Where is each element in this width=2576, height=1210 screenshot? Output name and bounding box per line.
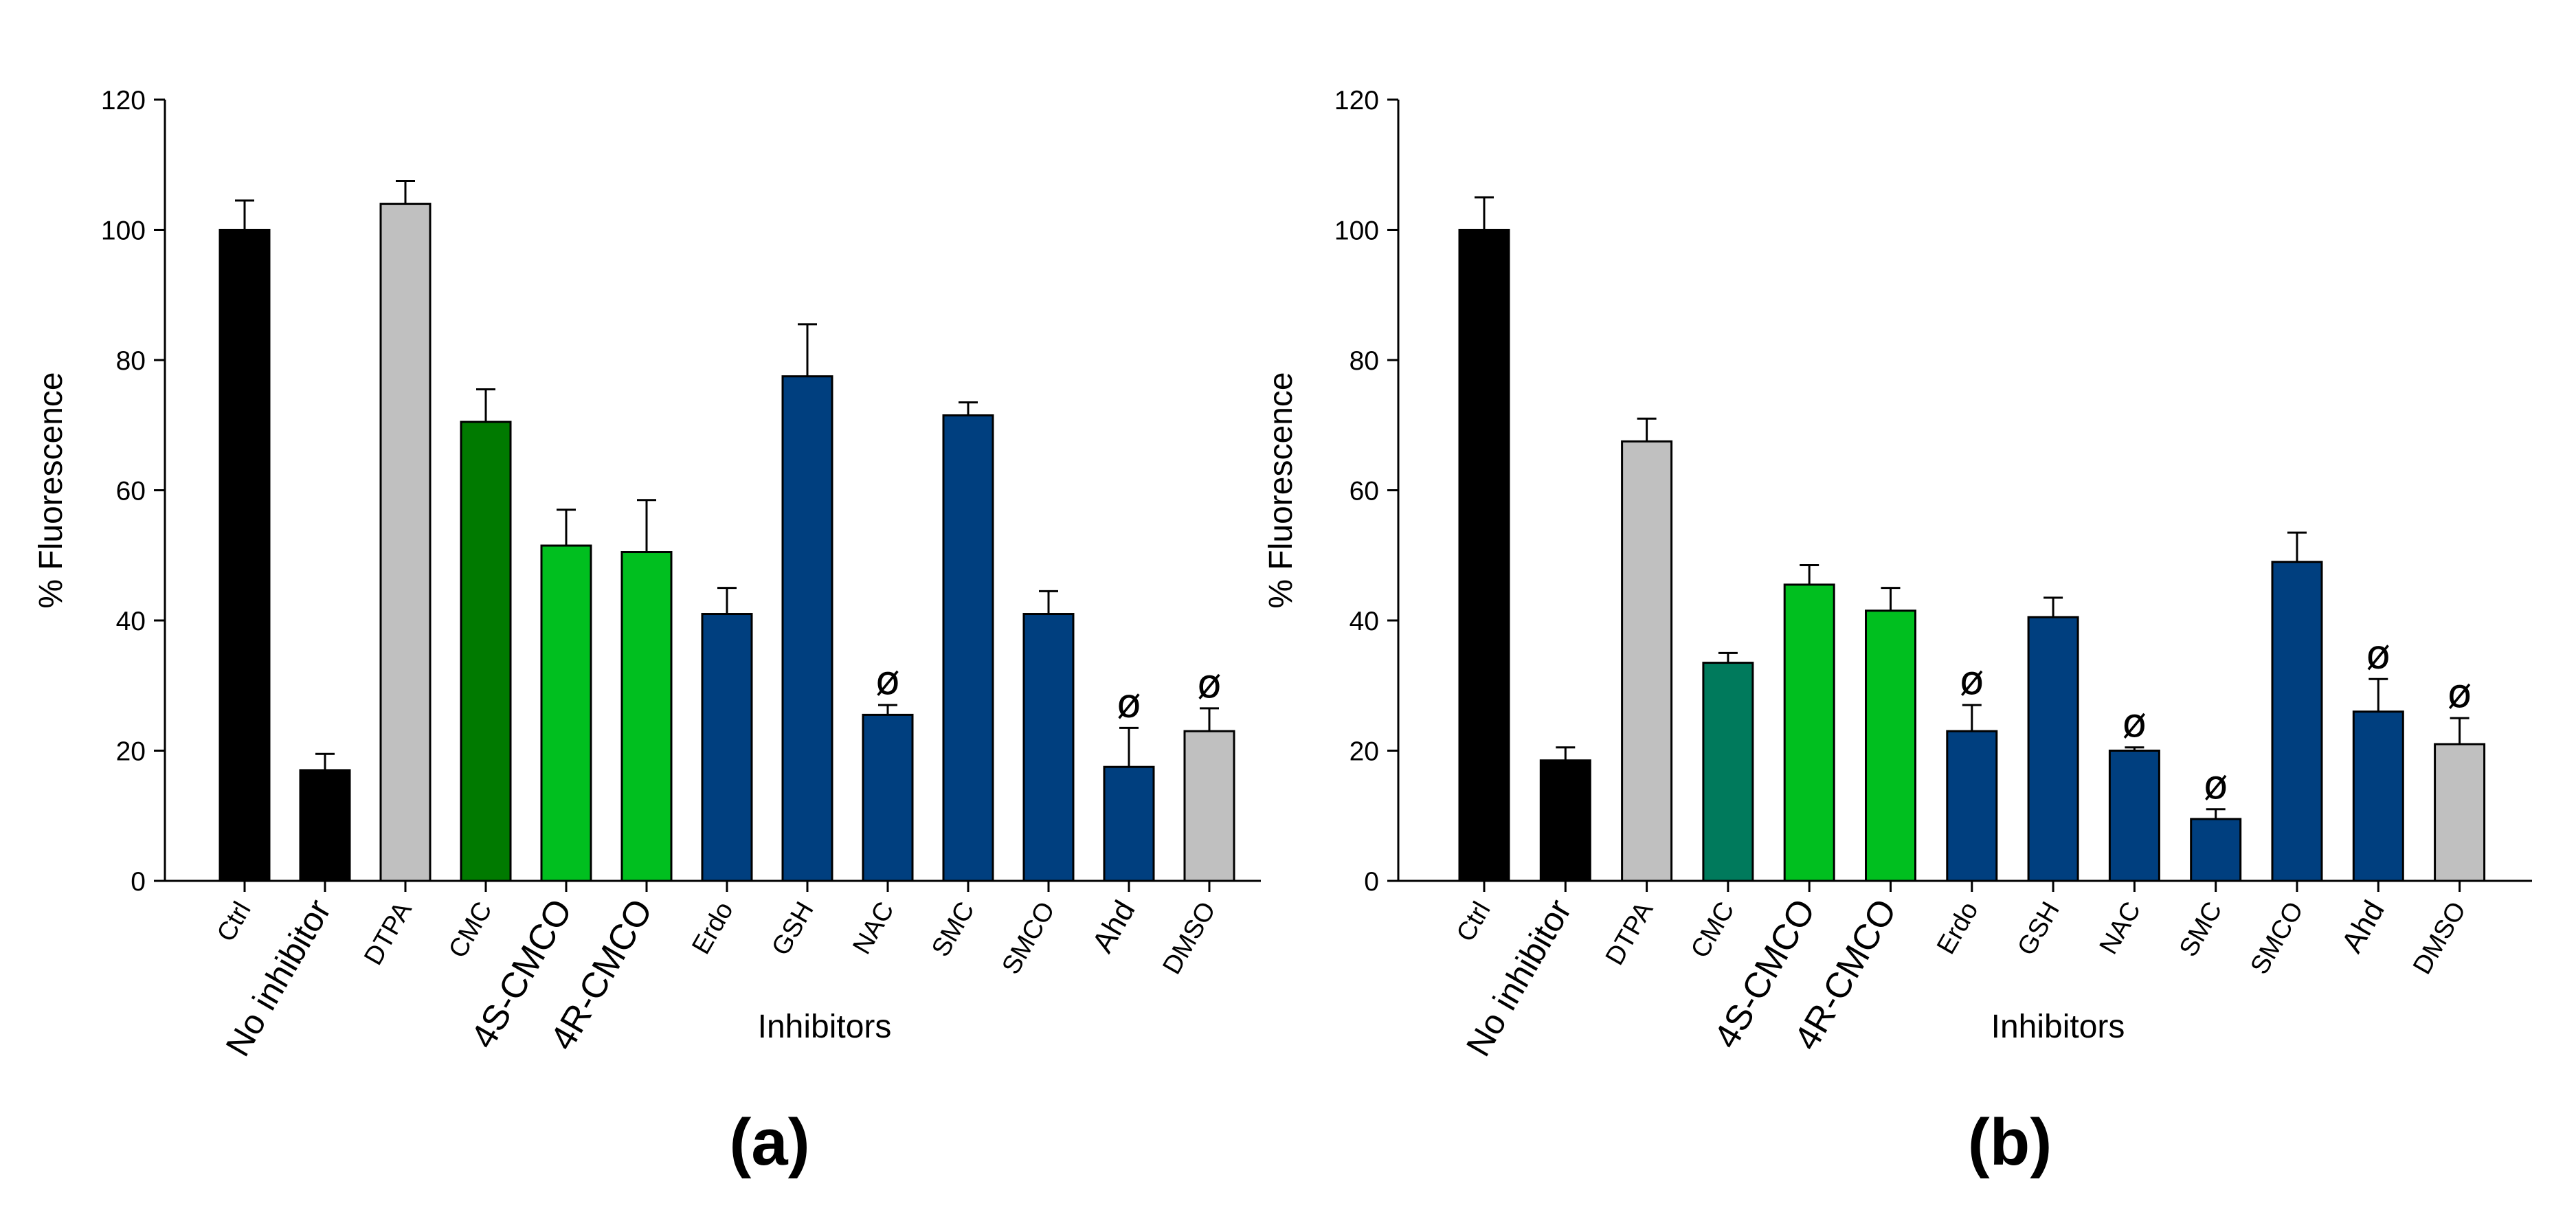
- bar-ctrl: [219, 229, 271, 882]
- significance-mark-erdo: ø: [1960, 657, 1984, 704]
- category-label-ctrl: Ctrl: [212, 897, 257, 947]
- y-tick-label: 120: [1334, 86, 1379, 115]
- bar-4r-cmco: [620, 551, 673, 882]
- category-label-cmc: CMC: [1685, 897, 1740, 963]
- bar-4r-cmco: [1865, 609, 1916, 882]
- category-label-smco: SMCO: [996, 897, 1060, 980]
- bar-smc: [942, 414, 994, 882]
- y-tick-label: 40: [1349, 607, 1379, 636]
- y-tick-label: 100: [1334, 216, 1379, 246]
- bar-cmc: [460, 421, 512, 882]
- y-tick-label: 80: [1349, 346, 1379, 376]
- y-tick-label: 120: [101, 86, 146, 115]
- significance-mark-dmso: ø: [2448, 670, 2472, 717]
- category-label-nac: NAC: [847, 897, 899, 959]
- significance-mark-ahd: ø: [2366, 631, 2391, 677]
- bar-gsh: [781, 375, 833, 882]
- category-label-smc: SMC: [2174, 897, 2228, 962]
- bar-smc: [2190, 818, 2242, 882]
- y-tick-label: 60: [116, 477, 146, 506]
- category-label-ctrl: Ctrl: [1451, 897, 1497, 947]
- bar-dtpa: [379, 203, 432, 882]
- panel-label: (b): [1968, 1106, 2052, 1179]
- bar-nac: [2108, 750, 2160, 882]
- category-label-dmso: DMSO: [1157, 897, 1221, 980]
- category-label-dmso: DMSO: [2408, 897, 2472, 980]
- category-label-ahd: Ahd: [1086, 895, 1142, 959]
- y-tick-label: 100: [101, 216, 146, 246]
- y-axis-title: % Fluorescence: [33, 372, 69, 608]
- y-tick-label: 60: [1349, 477, 1379, 506]
- bar-erdo: [701, 613, 753, 882]
- bar-ctrl: [1458, 229, 1510, 882]
- bar-erdo: [1946, 730, 1998, 882]
- panel-label: (a): [729, 1106, 809, 1179]
- bar-no-inhibitor: [299, 769, 351, 882]
- category-label-erdo: Erdo: [686, 897, 739, 960]
- category-label-smco: SMCO: [2245, 897, 2309, 980]
- significance-mark-dmso: ø: [1197, 660, 1222, 707]
- bar-dtpa: [1621, 440, 1673, 882]
- significance-mark-ahd: ø: [1117, 680, 1141, 726]
- y-tick-label: 80: [116, 346, 146, 376]
- significance-mark-nac: ø: [2123, 699, 2147, 746]
- y-tick-label: 40: [116, 607, 146, 636]
- category-label-cmc: CMC: [443, 897, 498, 963]
- category-label-nac: NAC: [2094, 897, 2147, 959]
- y-tick-label: 0: [1364, 867, 1379, 897]
- bar-gsh: [2027, 616, 2079, 882]
- bar-ahd: [1103, 765, 1155, 882]
- bar-ahd: [2352, 710, 2404, 882]
- y-tick-label: 20: [1349, 737, 1379, 767]
- significance-mark-nac: ø: [875, 657, 900, 704]
- bar-4s-cmco: [1783, 583, 1835, 882]
- bar-smco: [2271, 561, 2323, 882]
- category-label-gsh: GSH: [766, 897, 820, 961]
- bar-dmso: [2434, 743, 2486, 882]
- bar-no-inhibitor: [1539, 759, 1591, 882]
- category-label-gsh: GSH: [2012, 897, 2065, 961]
- bar-cmc: [1702, 662, 1754, 882]
- bar-dmso: [1183, 730, 1235, 882]
- bar-nac: [862, 713, 914, 882]
- bar-4s-cmco: [540, 544, 592, 882]
- x-axis-title: Inhibitors: [1991, 1009, 2125, 1045]
- bar-smco: [1022, 613, 1075, 882]
- category-label-dtpa: DTPA: [359, 897, 418, 970]
- category-label-smc: SMC: [926, 897, 981, 962]
- y-axis-title: % Fluorescence: [1263, 372, 1299, 608]
- category-label-dtpa: DTPA: [1600, 897, 1659, 970]
- category-label-erdo: Erdo: [1931, 897, 1984, 960]
- x-axis-title: Inhibitors: [758, 1009, 892, 1045]
- category-label-ahd: Ahd: [2335, 895, 2391, 959]
- y-tick-label: 20: [116, 737, 146, 767]
- y-tick-label: 0: [131, 867, 146, 897]
- significance-mark-smc: ø: [2204, 761, 2228, 808]
